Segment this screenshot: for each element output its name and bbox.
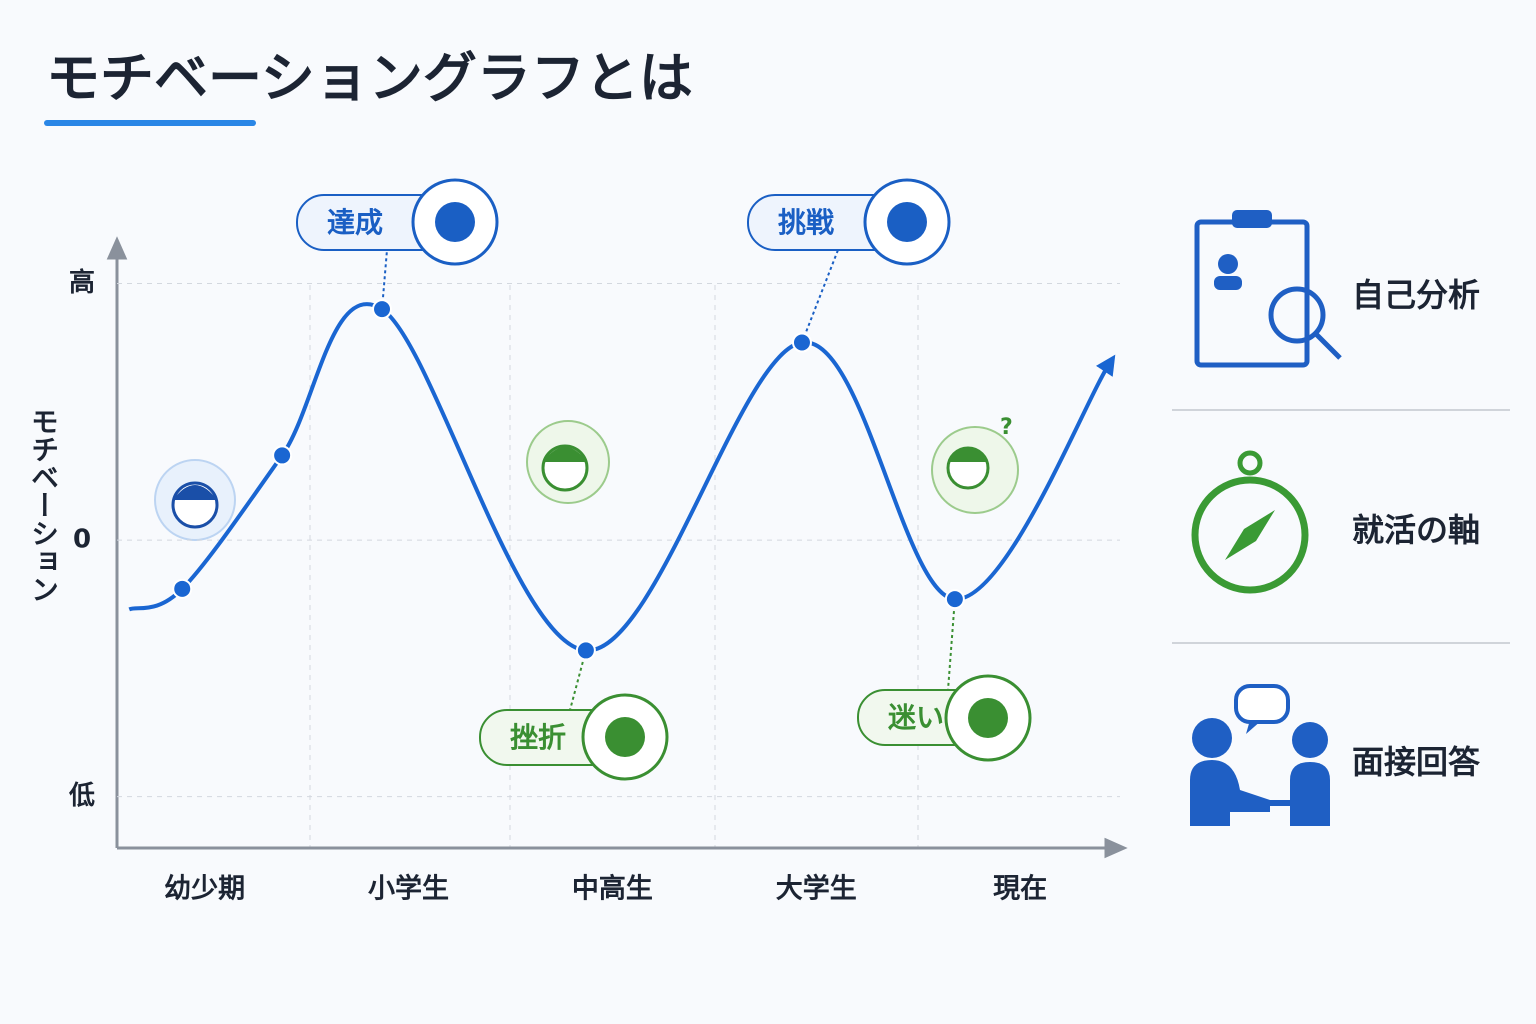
leader-line [801,249,839,343]
point [944,589,965,610]
point [172,578,193,599]
v-grid [309,285,919,848]
side-label: 面接回答 [1352,743,1481,781]
y-tick-label: 0 [73,525,91,555]
side-label: 就活の軸 [1352,511,1480,549]
point [372,299,393,320]
x-tick-label: 中高生 [572,873,653,905]
axes [106,236,1128,859]
x-tick-label: 現在 [993,874,1047,905]
annotation-label: 挑戦 [778,206,834,239]
leader-line [947,599,956,691]
y-tick-label: 高 [69,267,95,298]
x-tick-label: 幼少期 [164,874,245,905]
title: モチベーショングラフとは [46,47,693,110]
leader-line [569,650,587,711]
title-underline [44,120,256,126]
annotation-icon-inner [968,698,1008,738]
annotation-label: 挫折 [510,721,566,754]
x-tick-label: 小学生 [368,873,449,905]
icons: ? [154,210,1342,826]
point [791,332,812,353]
x-tick-label: 大学生 [776,873,857,905]
svg-text:?: ? [1000,415,1013,440]
annotation-icon-inner [887,202,927,242]
annotation-icon-inner [605,717,645,757]
annotation-icon-inner [435,202,475,242]
point [575,640,596,661]
side-dividers [1172,409,1510,644]
y-tick-label: 低 [68,781,95,811]
leader-line [381,249,388,310]
annotation-label: 迷い [888,701,944,734]
point [272,445,293,466]
side-label: 自己分析 [1352,276,1480,314]
y-axis-label: モチベーション [27,407,60,603]
annotation-label: 達成 [327,206,383,239]
